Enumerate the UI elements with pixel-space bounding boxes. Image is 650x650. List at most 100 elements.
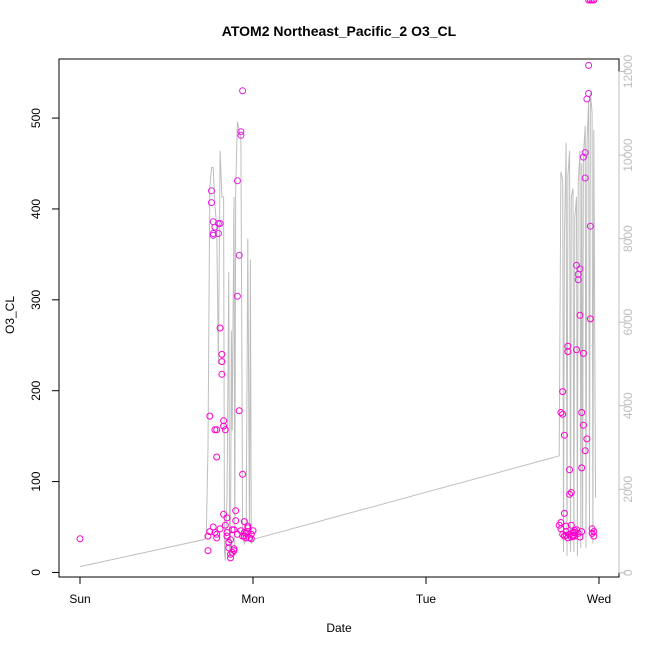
y2-tick-label: 0: [621, 569, 635, 576]
y-tick-label: 200: [29, 380, 43, 400]
data-point: [574, 529, 582, 537]
data-point: [235, 407, 243, 415]
series-line: [79, 92, 596, 568]
data-point: [560, 509, 568, 517]
y-tick-label: 0: [29, 569, 43, 576]
data-point: [249, 527, 257, 535]
data-point: [227, 536, 234, 544]
data-point: [228, 549, 236, 556]
data-point: [239, 470, 247, 478]
data-point: [211, 223, 219, 231]
data-point: [581, 149, 589, 157]
y2-tick-label: 2000: [621, 476, 635, 503]
data-point: [206, 412, 214, 420]
y2-tick-label: 4000: [621, 392, 635, 419]
data-point: [233, 530, 241, 538]
data-point: [578, 409, 586, 416]
data-point: [583, 435, 591, 443]
data-point: [564, 348, 572, 356]
data-point: [567, 489, 575, 496]
data-point: [567, 533, 575, 541]
data-point: [586, 222, 594, 230]
x-tick-label: Wed: [587, 592, 611, 606]
data-point: [581, 174, 589, 182]
data-point: [573, 346, 580, 354]
data-point: [242, 534, 250, 542]
y-tick-label: 500: [29, 108, 43, 128]
data-point: [567, 521, 575, 529]
data-point: [559, 410, 567, 418]
data-point: [209, 523, 217, 531]
data-point: [230, 526, 238, 534]
data-point: [235, 251, 243, 259]
data-point: [247, 535, 255, 543]
data-point: [227, 550, 234, 558]
x-axis: Sun Mon Tue Wed: [69, 576, 611, 606]
data-point: [590, 528, 598, 536]
data-point: [213, 530, 221, 538]
data-point: [230, 545, 238, 553]
data-point: [213, 453, 221, 461]
data-point: [590, 0, 598, 4]
data-point: [240, 518, 248, 526]
data-point: [218, 350, 226, 358]
y-tick-label: 100: [29, 471, 43, 491]
data-point: [579, 421, 587, 429]
y2-axis: 0 2000 4000 6000 8000 10000 12000: [618, 55, 635, 576]
data-point: [590, 532, 598, 540]
y2-tick-label: 12000: [621, 55, 635, 89]
y2-tick-label: 10000: [621, 138, 635, 172]
data-point: [233, 177, 241, 185]
data-point: [237, 131, 245, 139]
series-line-path: [79, 92, 596, 568]
data-point: [218, 358, 226, 366]
y-tick-label: 300: [29, 289, 43, 309]
data-point: [223, 529, 231, 536]
y2-tick-label: 6000: [621, 309, 635, 336]
data-point: [247, 530, 255, 538]
data-point: [581, 447, 589, 455]
x-tick-label: Sun: [69, 592, 90, 606]
data-point: [213, 534, 221, 542]
data-point: [573, 261, 580, 269]
data-point: [220, 510, 228, 518]
data-point: [579, 153, 587, 161]
data-point: [216, 324, 224, 332]
data-point: [213, 426, 221, 434]
data-point: [576, 311, 584, 319]
data-point: [204, 547, 212, 555]
data-point: [76, 535, 84, 543]
x-tick-label: Mon: [241, 592, 264, 606]
data-point: [578, 464, 586, 472]
data-point: [240, 532, 248, 540]
data-point: [220, 422, 228, 430]
data-point: [585, 90, 593, 97]
y-tick-label: 400: [29, 199, 43, 219]
data-point: [216, 220, 224, 227]
chart-title: ATOM2 Northeast_Pacific_2 O3_CL: [222, 23, 457, 39]
data-point: [221, 426, 229, 434]
data-point: [566, 466, 574, 474]
data-point: [233, 292, 241, 300]
y-axis-label: O3_CL: [3, 296, 17, 334]
data-point: [208, 199, 215, 207]
data-point: [576, 265, 584, 273]
data-point: [204, 532, 212, 540]
data-point: [221, 521, 229, 529]
x-axis-label: Date: [326, 621, 352, 635]
data-point: [237, 527, 245, 535]
data-point: [564, 534, 572, 542]
data-point: [579, 349, 587, 357]
data-point: [218, 370, 226, 378]
data-point: [557, 409, 565, 416]
data-point: [574, 276, 582, 284]
data-point: [214, 230, 222, 237]
data-point: [578, 528, 586, 536]
data-point: [560, 431, 568, 439]
series-points: [76, 0, 598, 562]
data-point: [586, 315, 594, 323]
data-point: [232, 517, 240, 525]
y-axis: 0 100 200 300 400 500: [29, 108, 60, 576]
data-point: [223, 532, 231, 540]
